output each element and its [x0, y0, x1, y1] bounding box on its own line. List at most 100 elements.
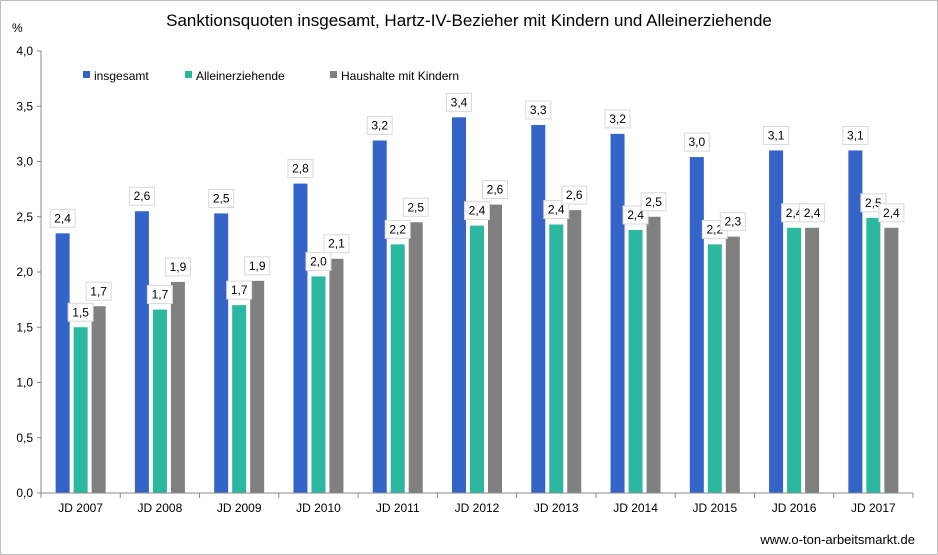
- bar: [470, 225, 484, 493]
- bar: [805, 227, 820, 494]
- x-tick-label: JD 2012: [455, 501, 500, 515]
- data-label: 2,5: [645, 195, 662, 209]
- data-label-box: [482, 180, 508, 200]
- bar: [232, 305, 247, 493]
- data-label-box: [305, 251, 332, 271]
- legend-swatch: [83, 71, 90, 78]
- data-label-box: [464, 201, 490, 221]
- bar: [488, 204, 502, 493]
- data-label-box: [67, 302, 94, 322]
- data-label: 1,9: [170, 260, 187, 274]
- data-label-box: [842, 125, 869, 145]
- data-label-box: [683, 132, 710, 152]
- legend-box: [53, 63, 499, 89]
- bars: [55, 117, 899, 494]
- data-label: 3,0: [688, 135, 705, 149]
- data-label-box: [446, 92, 472, 112]
- chart-title: Sanktionsquoten insgesamt, Hartz-IV-Bezi…: [166, 11, 772, 30]
- data-label: 1,9: [249, 259, 266, 273]
- data-label-box: [384, 219, 411, 239]
- legend: insgesamt Alleinerziehende Haushalte mit K…: [53, 63, 499, 89]
- bar: [91, 306, 106, 493]
- data-label: 2,6: [487, 183, 504, 197]
- data-label: 3,1: [847, 128, 864, 142]
- bar: [707, 244, 722, 493]
- data-label-box: [878, 203, 905, 223]
- bar: [549, 224, 564, 494]
- y-tick-label: 4,0: [16, 44, 33, 58]
- legend-swatch: [185, 71, 192, 78]
- y-tick-label: 3,0: [16, 155, 33, 169]
- y-tick-label: 0,5: [16, 431, 33, 445]
- data-label: 2,8: [292, 162, 309, 176]
- data-label: 3,2: [371, 119, 388, 133]
- y-tick-label: 1,5: [16, 320, 33, 334]
- data-label: 3,1: [768, 128, 785, 142]
- data-label: 2,5: [407, 200, 424, 214]
- data-label-box: [719, 212, 746, 232]
- y-axis-unit-label: %: [12, 21, 23, 35]
- source-note: www.o-ton-arbeitsmarkt.de: [759, 532, 915, 547]
- x-tick-label: JD 2007: [58, 501, 103, 515]
- bar: [250, 280, 265, 493]
- data-label: 2,2: [389, 222, 406, 236]
- data-label: 2,3: [724, 215, 741, 229]
- data-label: 2,4: [883, 206, 900, 220]
- bar: [311, 276, 326, 493]
- data-label-box: [244, 256, 271, 276]
- bar: [787, 227, 802, 494]
- y-axis: 0,0 0,5 1,0 1,5 2,0 2,5 3,0 3,5 4,0: [16, 44, 42, 500]
- y-tick-label: 2,5: [16, 210, 33, 224]
- bar: [329, 258, 344, 493]
- data-label-box: [49, 208, 76, 228]
- y-tick-label: 1,0: [16, 376, 33, 390]
- x-tick-label: JD 2008: [138, 501, 183, 515]
- bar: [214, 213, 229, 493]
- data-label: 3,2: [609, 112, 626, 126]
- x-tick-label: JD 2011: [376, 501, 420, 515]
- bar: [134, 211, 149, 493]
- data-label: 2,4: [54, 211, 71, 225]
- bar: [293, 183, 308, 493]
- data-label: 1,5: [72, 305, 89, 319]
- legend-label: Haushalte mit Kindern: [341, 69, 459, 83]
- x-axis: JD 2007 JD 2008 JD 2009 JD 2010 JD 2011 JD 20…: [40, 492, 914, 515]
- bar: [628, 230, 643, 493]
- bar: [646, 216, 661, 493]
- data-label: 1,7: [152, 288, 169, 302]
- x-tick-label: JD 2016: [772, 501, 817, 515]
- data-label-box: [561, 185, 588, 205]
- legend-swatch: [330, 71, 337, 78]
- bar: [689, 157, 704, 493]
- data-label: 2,4: [804, 206, 821, 220]
- data-label: 2,0: [310, 254, 327, 268]
- y-tick-label: 0,0: [16, 486, 33, 500]
- data-labels: 2,41,51,72,61,71,92,51,71,92,82,02,13,22…: [49, 92, 905, 322]
- y-tick-label: 2,0: [16, 265, 33, 279]
- data-label: 1,7: [90, 284, 107, 298]
- data-label-box: [366, 116, 393, 136]
- data-label-box: [208, 188, 235, 208]
- bar: [848, 150, 863, 493]
- data-label-box: [323, 234, 350, 254]
- bar: [372, 140, 387, 493]
- data-label-box: [128, 186, 155, 206]
- x-tick-label: JD 2010: [296, 501, 341, 515]
- bar: [408, 222, 423, 493]
- data-label-box: [164, 257, 191, 277]
- data-label-box: [85, 281, 112, 301]
- data-label-box: [763, 125, 790, 145]
- bar: [610, 133, 625, 493]
- x-tick-label: JD 2013: [534, 501, 579, 515]
- data-label: 2,4: [627, 208, 644, 222]
- data-label: 2,5: [213, 191, 230, 205]
- legend-label: Alleinerziehende: [196, 69, 285, 83]
- data-label-box: [402, 197, 429, 217]
- bar: [73, 327, 88, 493]
- data-label: 3,4: [451, 95, 468, 109]
- bar: [884, 227, 899, 494]
- data-label: 2,4: [548, 202, 565, 216]
- bar: [769, 150, 784, 493]
- x-tick-label: JD 2015: [692, 501, 737, 515]
